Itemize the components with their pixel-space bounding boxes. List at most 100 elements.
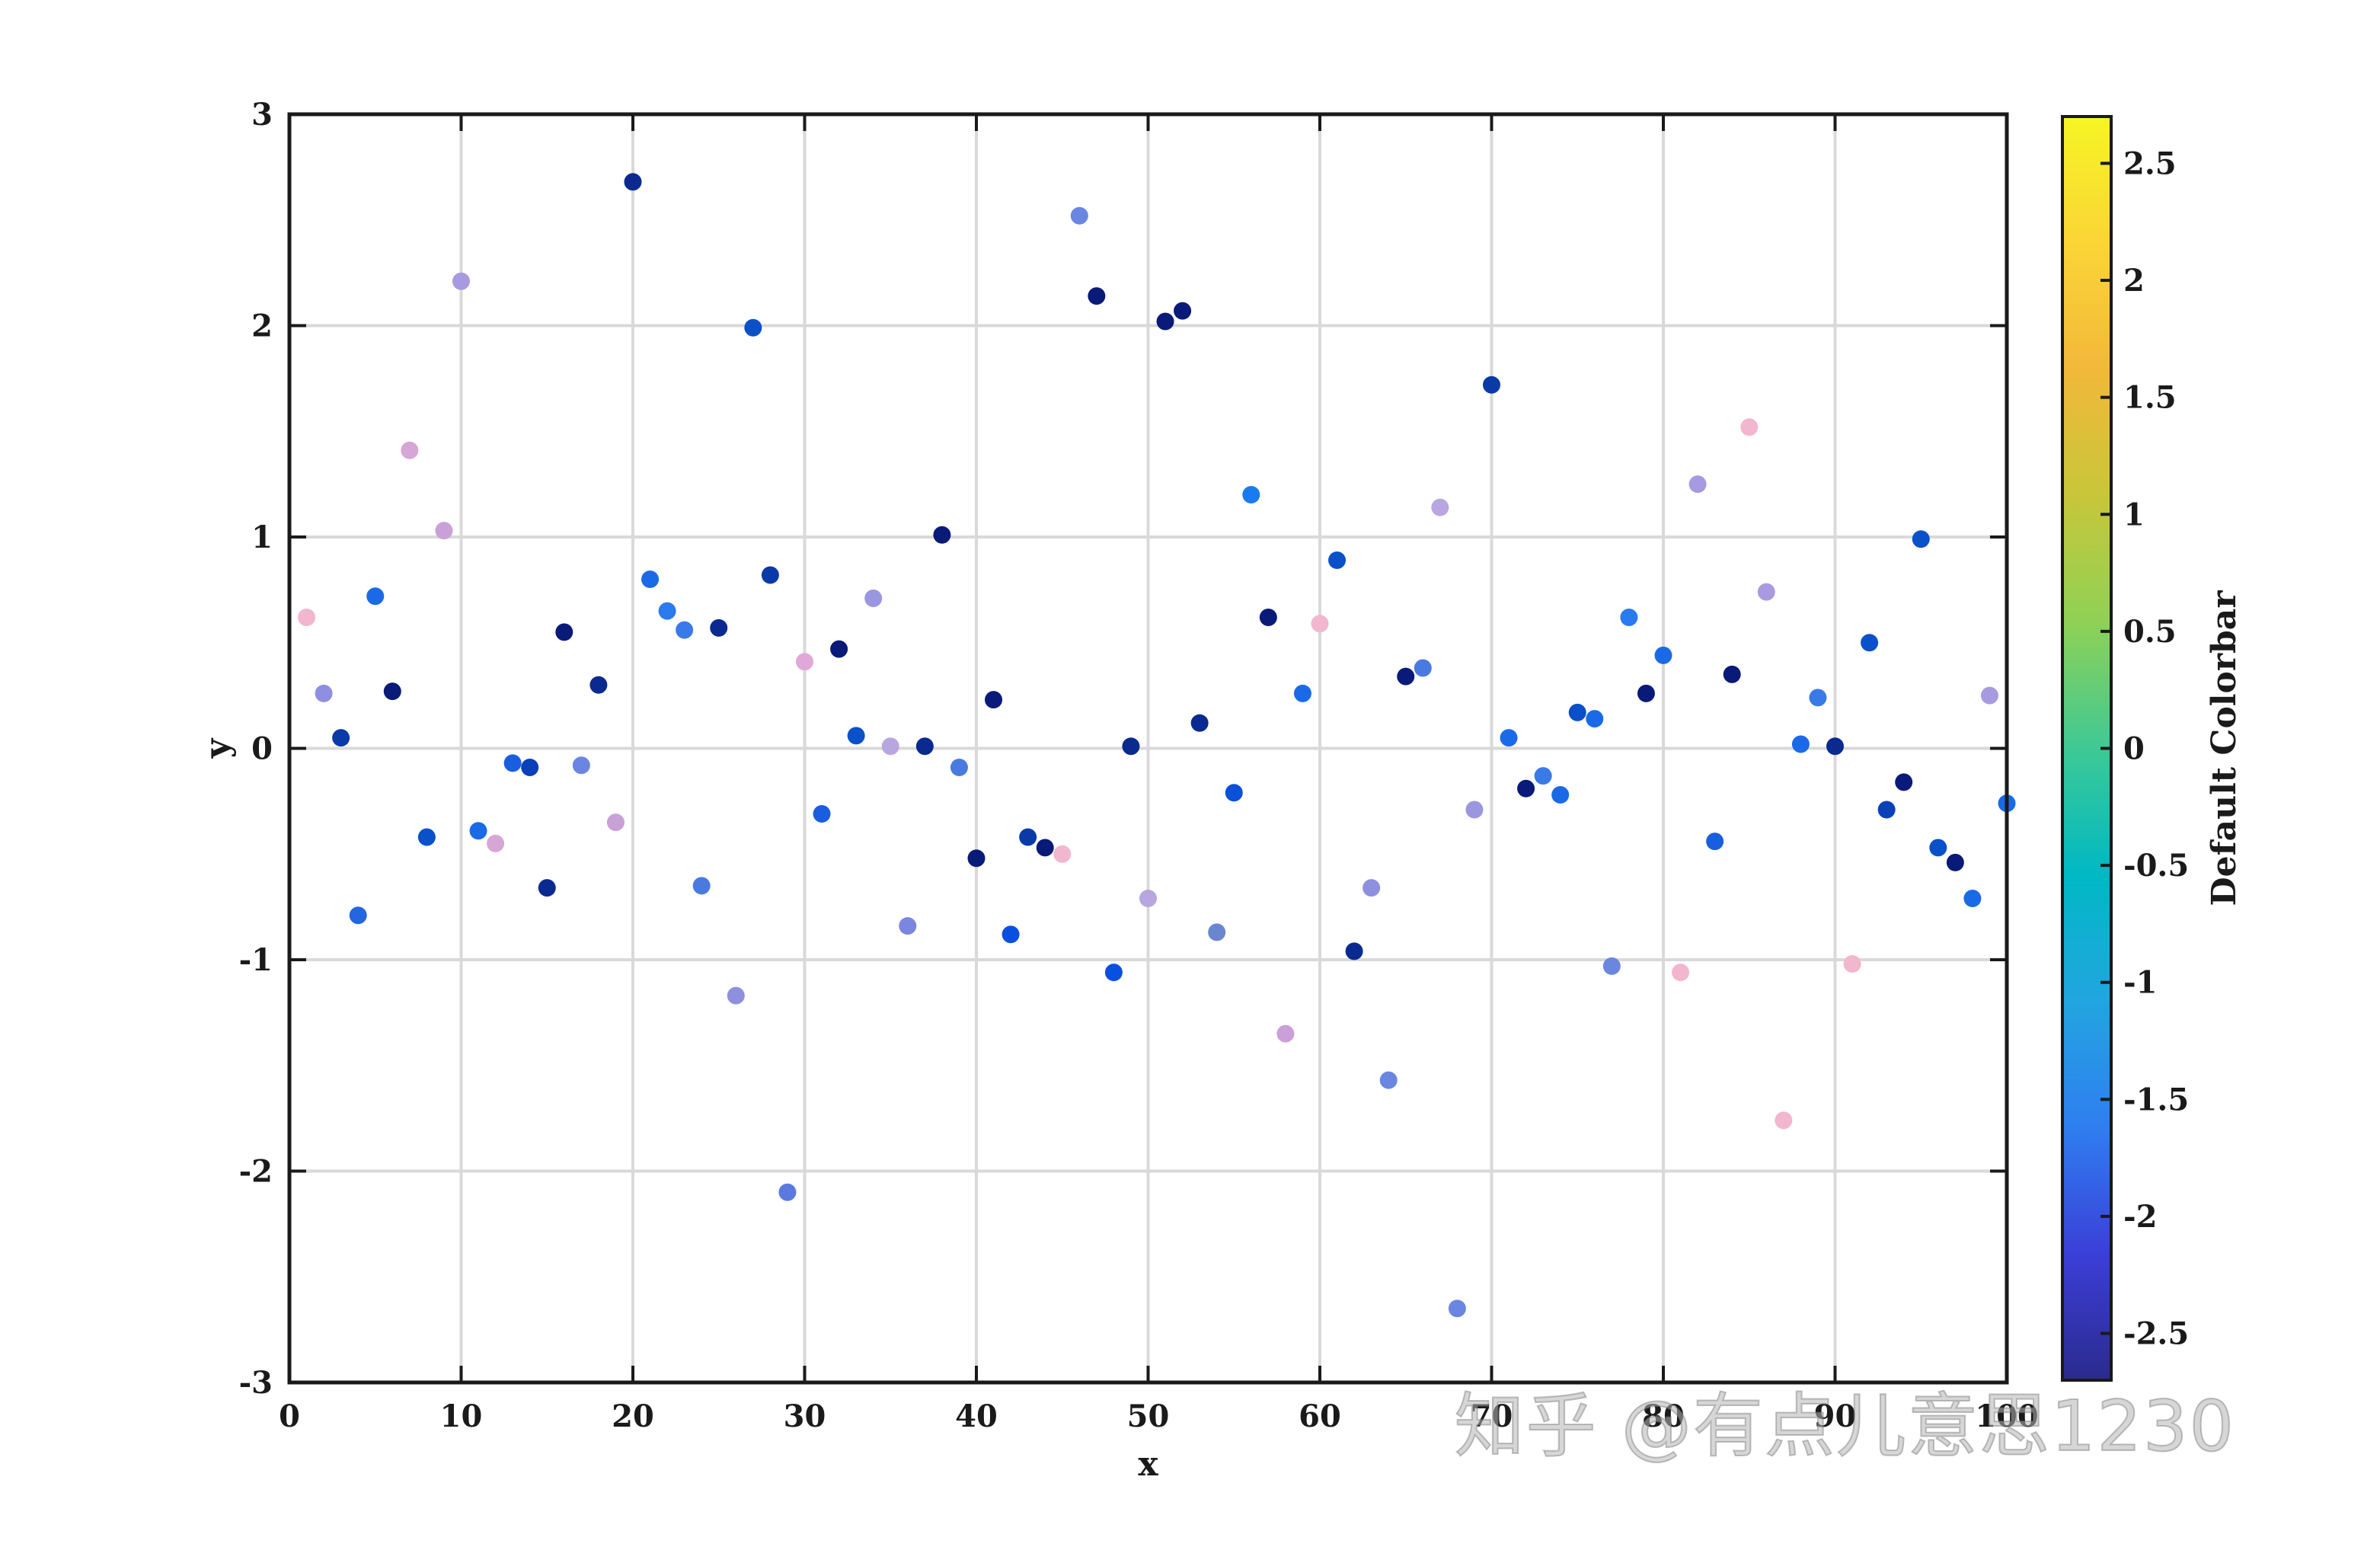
- data-point: [1912, 530, 1930, 548]
- x-tick-label: 30: [784, 1398, 826, 1434]
- data-point: [1311, 615, 1329, 633]
- data-point: [778, 1183, 797, 1201]
- data-point: [1242, 486, 1260, 503]
- data-point: [1414, 659, 1432, 677]
- colorbar-tick-label: -2: [2123, 1199, 2157, 1235]
- colorbar-tick-label: 0.5: [2123, 614, 2177, 650]
- data-point: [521, 758, 539, 776]
- data-point: [417, 828, 436, 846]
- data-point: [1517, 779, 1535, 797]
- data-point: [538, 879, 556, 897]
- data-point: [606, 813, 625, 832]
- data-point: [1448, 1299, 1466, 1318]
- axes: [287, 112, 2009, 1385]
- colorbar: -2.5 -2 -1.5 -1 -0.5 0 0.5 1 1.5 2 2.5 Default Col…: [2061, 115, 2244, 1382]
- data-point: [950, 758, 968, 776]
- data-point: [1174, 302, 1192, 320]
- data-point: [641, 571, 660, 588]
- x-tick-label: 60: [1299, 1398, 1341, 1434]
- colorbar-tick-label: -1: [2123, 965, 2157, 1001]
- x-tick-label: 0: [279, 1398, 300, 1434]
- colorbar-tick-label: 2.5: [2123, 145, 2177, 181]
- data-point: [1002, 925, 1020, 944]
- x-tick-label: 80: [1642, 1398, 1685, 1434]
- data-point: [1276, 1024, 1295, 1043]
- data-point: [1053, 845, 1072, 863]
- data-point: [692, 877, 711, 895]
- data-point: [1345, 942, 1363, 960]
- data-point: [1672, 964, 1690, 982]
- data-point: [349, 906, 367, 925]
- data-point: [1363, 879, 1381, 897]
- data-point: [298, 608, 316, 626]
- data-point: [589, 676, 608, 694]
- data-point: [624, 173, 642, 191]
- x-tick-labels: 0 10 20 30 40 50 60 70 80 90 100: [279, 1398, 2039, 1434]
- data-point: [435, 522, 453, 540]
- colorbar-tick-label: 1.5: [2123, 380, 2177, 416]
- data-point: [1019, 828, 1037, 846]
- data-point: [1980, 686, 1998, 705]
- data-point: [1775, 1111, 1793, 1130]
- data-point: [401, 441, 419, 459]
- data-point: [383, 682, 401, 701]
- y-tick-label: 0: [251, 731, 273, 767]
- data-point: [933, 526, 951, 544]
- colorbar-tick-label: -2.5: [2123, 1316, 2189, 1352]
- data-point: [1963, 890, 1982, 908]
- data-point: [1259, 608, 1277, 626]
- data-point: [1500, 729, 1518, 747]
- x-tick-label: 20: [612, 1398, 654, 1434]
- data-point: [366, 587, 385, 606]
- data-point: [469, 822, 487, 840]
- data-point: [1190, 714, 1209, 732]
- y-tick-label: 3: [251, 97, 273, 133]
- data-point: [452, 272, 470, 290]
- data-point: [1139, 890, 1157, 908]
- data-point: [503, 754, 522, 772]
- data-point: [1104, 964, 1123, 982]
- data-point: [1895, 773, 1913, 791]
- data-point: [315, 684, 333, 702]
- data-point: [1088, 287, 1106, 305]
- data-point: [1293, 684, 1311, 702]
- data-point: [1620, 608, 1638, 626]
- data-point: [1551, 786, 1570, 804]
- data-point: [899, 917, 917, 935]
- data-point: [761, 566, 779, 584]
- data-point: [1156, 312, 1174, 331]
- data-point: [332, 729, 350, 747]
- data-point: [1602, 957, 1621, 975]
- data-point: [796, 653, 813, 671]
- data-point: [1122, 737, 1140, 756]
- data-point: [1483, 376, 1500, 394]
- data-point: [1637, 684, 1655, 702]
- data-point: [1706, 833, 1724, 851]
- data-point: [985, 691, 1003, 709]
- colorbar-ticks: -2.5 -2 -1.5 -1 -0.5 0 0.5 1 1.5 2 2.5: [2100, 145, 2189, 1352]
- data-point: [967, 849, 986, 868]
- data-point: [1328, 551, 1347, 570]
- data-point: [1843, 955, 1861, 973]
- grid-lines: [288, 113, 2008, 1384]
- data-point: [1225, 784, 1243, 802]
- data-point: [555, 623, 573, 641]
- data-point: [487, 834, 505, 852]
- x-tick-label: 100: [1975, 1398, 2039, 1434]
- colorbar-label: Default Colorbar: [2205, 590, 2244, 906]
- data-point: [572, 756, 590, 775]
- watermark-text: 知乎 @有点儿意思1230: [1454, 1385, 2235, 1468]
- data-point: [744, 318, 762, 337]
- data-point: [1654, 646, 1672, 664]
- data-point: [1861, 634, 1879, 652]
- y-tick-label: -2: [239, 1154, 273, 1190]
- data-point: [1070, 206, 1088, 225]
- data-point: [1826, 737, 1844, 756]
- data-point: [676, 621, 694, 639]
- data-point: [1534, 767, 1552, 785]
- data-point: [1791, 735, 1810, 753]
- data-point: [813, 805, 831, 823]
- y-tick-label: -3: [239, 1365, 273, 1401]
- data-point: [847, 727, 865, 745]
